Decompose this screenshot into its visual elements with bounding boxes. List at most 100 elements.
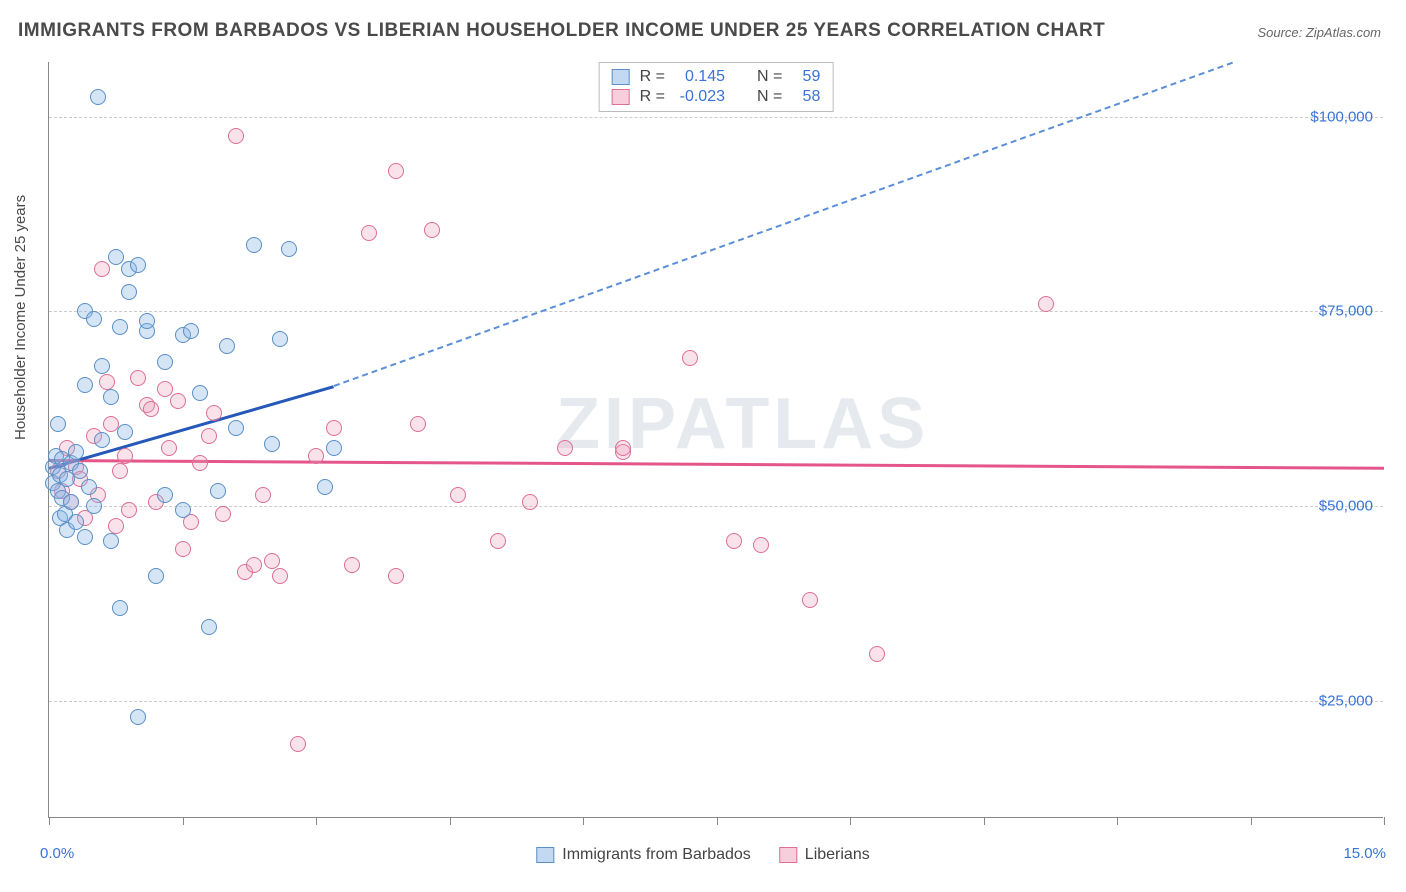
data-point — [228, 420, 244, 436]
y-tick-label: $100,000 — [1310, 108, 1373, 125]
data-point — [94, 358, 110, 374]
chart-title: IMMIGRANTS FROM BARBADOS VS LIBERIAN HOU… — [18, 20, 1105, 42]
data-point — [108, 518, 124, 534]
data-point — [264, 436, 280, 452]
trend-line — [49, 459, 1384, 469]
data-point — [68, 444, 84, 460]
data-point — [388, 163, 404, 179]
data-point — [219, 338, 235, 354]
data-point — [117, 424, 133, 440]
data-point — [175, 502, 191, 518]
legend: Immigrants from Barbados Liberians — [536, 846, 869, 864]
data-point — [99, 374, 115, 390]
data-point — [63, 494, 79, 510]
data-point — [344, 557, 360, 573]
data-point — [361, 225, 377, 241]
n-label: N = — [757, 68, 782, 86]
r-value-2: -0.023 — [675, 88, 725, 106]
data-point — [170, 393, 186, 409]
data-point — [121, 284, 137, 300]
y-tick-label: $75,000 — [1319, 303, 1373, 320]
data-point — [255, 487, 271, 503]
data-point — [90, 89, 106, 105]
x-axis-max-label: 15.0% — [1343, 845, 1386, 862]
x-tick — [1251, 817, 1252, 825]
data-point — [450, 487, 466, 503]
data-point — [522, 494, 538, 510]
data-point — [117, 448, 133, 464]
data-point — [77, 529, 93, 545]
data-point — [157, 381, 173, 397]
swatch-blue-icon — [612, 69, 630, 85]
data-point — [272, 331, 288, 347]
legend-label-2: Liberians — [805, 846, 870, 864]
gridline — [49, 311, 1383, 312]
data-point — [869, 646, 885, 662]
data-point — [103, 389, 119, 405]
data-point — [175, 541, 191, 557]
data-point — [615, 440, 631, 456]
data-point — [726, 533, 742, 549]
x-axis-min-label: 0.0% — [40, 845, 74, 862]
data-point — [215, 506, 231, 522]
data-point — [72, 463, 88, 479]
n-value-2: 58 — [792, 88, 820, 106]
data-point — [103, 533, 119, 549]
data-point — [1038, 296, 1054, 312]
y-tick-label: $25,000 — [1319, 693, 1373, 710]
data-point — [201, 619, 217, 635]
y-axis-label: Householder Income Under 25 years — [12, 195, 29, 440]
watermark: ZIPATLAS — [556, 383, 929, 465]
legend-label-1: Immigrants from Barbados — [562, 846, 751, 864]
x-tick — [183, 817, 184, 825]
data-point — [130, 709, 146, 725]
data-point — [326, 440, 342, 456]
data-point — [143, 401, 159, 417]
data-point — [112, 463, 128, 479]
swatch-pink-icon — [612, 89, 630, 105]
data-point — [157, 487, 173, 503]
y-tick-label: $50,000 — [1319, 498, 1373, 515]
data-point — [77, 377, 93, 393]
data-point — [157, 354, 173, 370]
data-point — [246, 237, 262, 253]
data-point — [210, 483, 226, 499]
x-tick — [717, 817, 718, 825]
r-label: R = — [640, 68, 665, 86]
n-label: N = — [757, 88, 782, 106]
data-point — [424, 222, 440, 238]
swatch-pink-icon — [779, 847, 797, 863]
data-point — [130, 257, 146, 273]
gridline — [49, 117, 1383, 118]
data-point — [264, 553, 280, 569]
data-point — [68, 514, 84, 530]
data-point — [246, 557, 262, 573]
legend-item-1: Immigrants from Barbados — [536, 846, 751, 864]
plot-area: ZIPATLAS R = 0.145 N = 59 R = -0.023 N =… — [48, 62, 1383, 818]
data-point — [192, 385, 208, 401]
x-tick — [1384, 817, 1385, 825]
data-point — [802, 592, 818, 608]
x-tick — [1117, 817, 1118, 825]
data-point — [94, 432, 110, 448]
data-point — [290, 736, 306, 752]
stats-box: R = 0.145 N = 59 R = -0.023 N = 58 — [599, 62, 834, 112]
data-point — [192, 455, 208, 471]
data-point — [682, 350, 698, 366]
x-tick — [49, 817, 50, 825]
x-tick — [984, 817, 985, 825]
data-point — [121, 502, 137, 518]
r-label: R = — [640, 88, 665, 106]
data-point — [86, 311, 102, 327]
data-point — [326, 420, 342, 436]
data-point — [490, 533, 506, 549]
data-point — [308, 448, 324, 464]
r-value-1: 0.145 — [675, 68, 725, 86]
data-point — [228, 128, 244, 144]
data-point — [94, 261, 110, 277]
data-point — [281, 241, 297, 257]
data-point — [161, 440, 177, 456]
gridline — [49, 701, 1383, 702]
data-point — [130, 370, 146, 386]
data-point — [148, 568, 164, 584]
